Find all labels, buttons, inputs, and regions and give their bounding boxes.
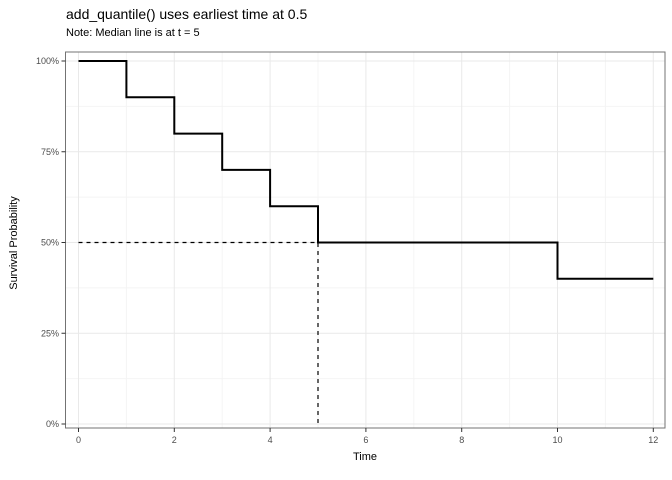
y-tick-label: 25%: [41, 328, 59, 338]
plot-subtitle: Note: Median line is at t = 5: [66, 27, 200, 39]
x-tick-label: 0: [76, 435, 81, 445]
x-tick-label: 8: [459, 435, 464, 445]
x-tick-label: 6: [363, 435, 368, 445]
y-tick-label: 100%: [36, 56, 59, 66]
panel-border: [65, 51, 666, 429]
y-tick-label: 75%: [41, 147, 59, 157]
plot-title: add_quantile() uses earliest time at 0.5: [66, 6, 308, 22]
x-tick-label: 2: [172, 435, 177, 445]
survival-step-curve: [78, 60, 654, 280]
y-tick-label: 0%: [46, 419, 59, 429]
median-dashed-line: [78, 241, 319, 424]
panel-background: [65, 52, 665, 428]
x-tick-label: 12: [648, 435, 658, 445]
x-axis-title: Time: [352, 451, 378, 463]
x-tick-label: 4: [268, 435, 273, 445]
y-tick-label: 50%: [41, 238, 59, 248]
y-axis-title: Survival Probability: [8, 196, 20, 290]
x-tick-label: 10: [552, 435, 562, 445]
